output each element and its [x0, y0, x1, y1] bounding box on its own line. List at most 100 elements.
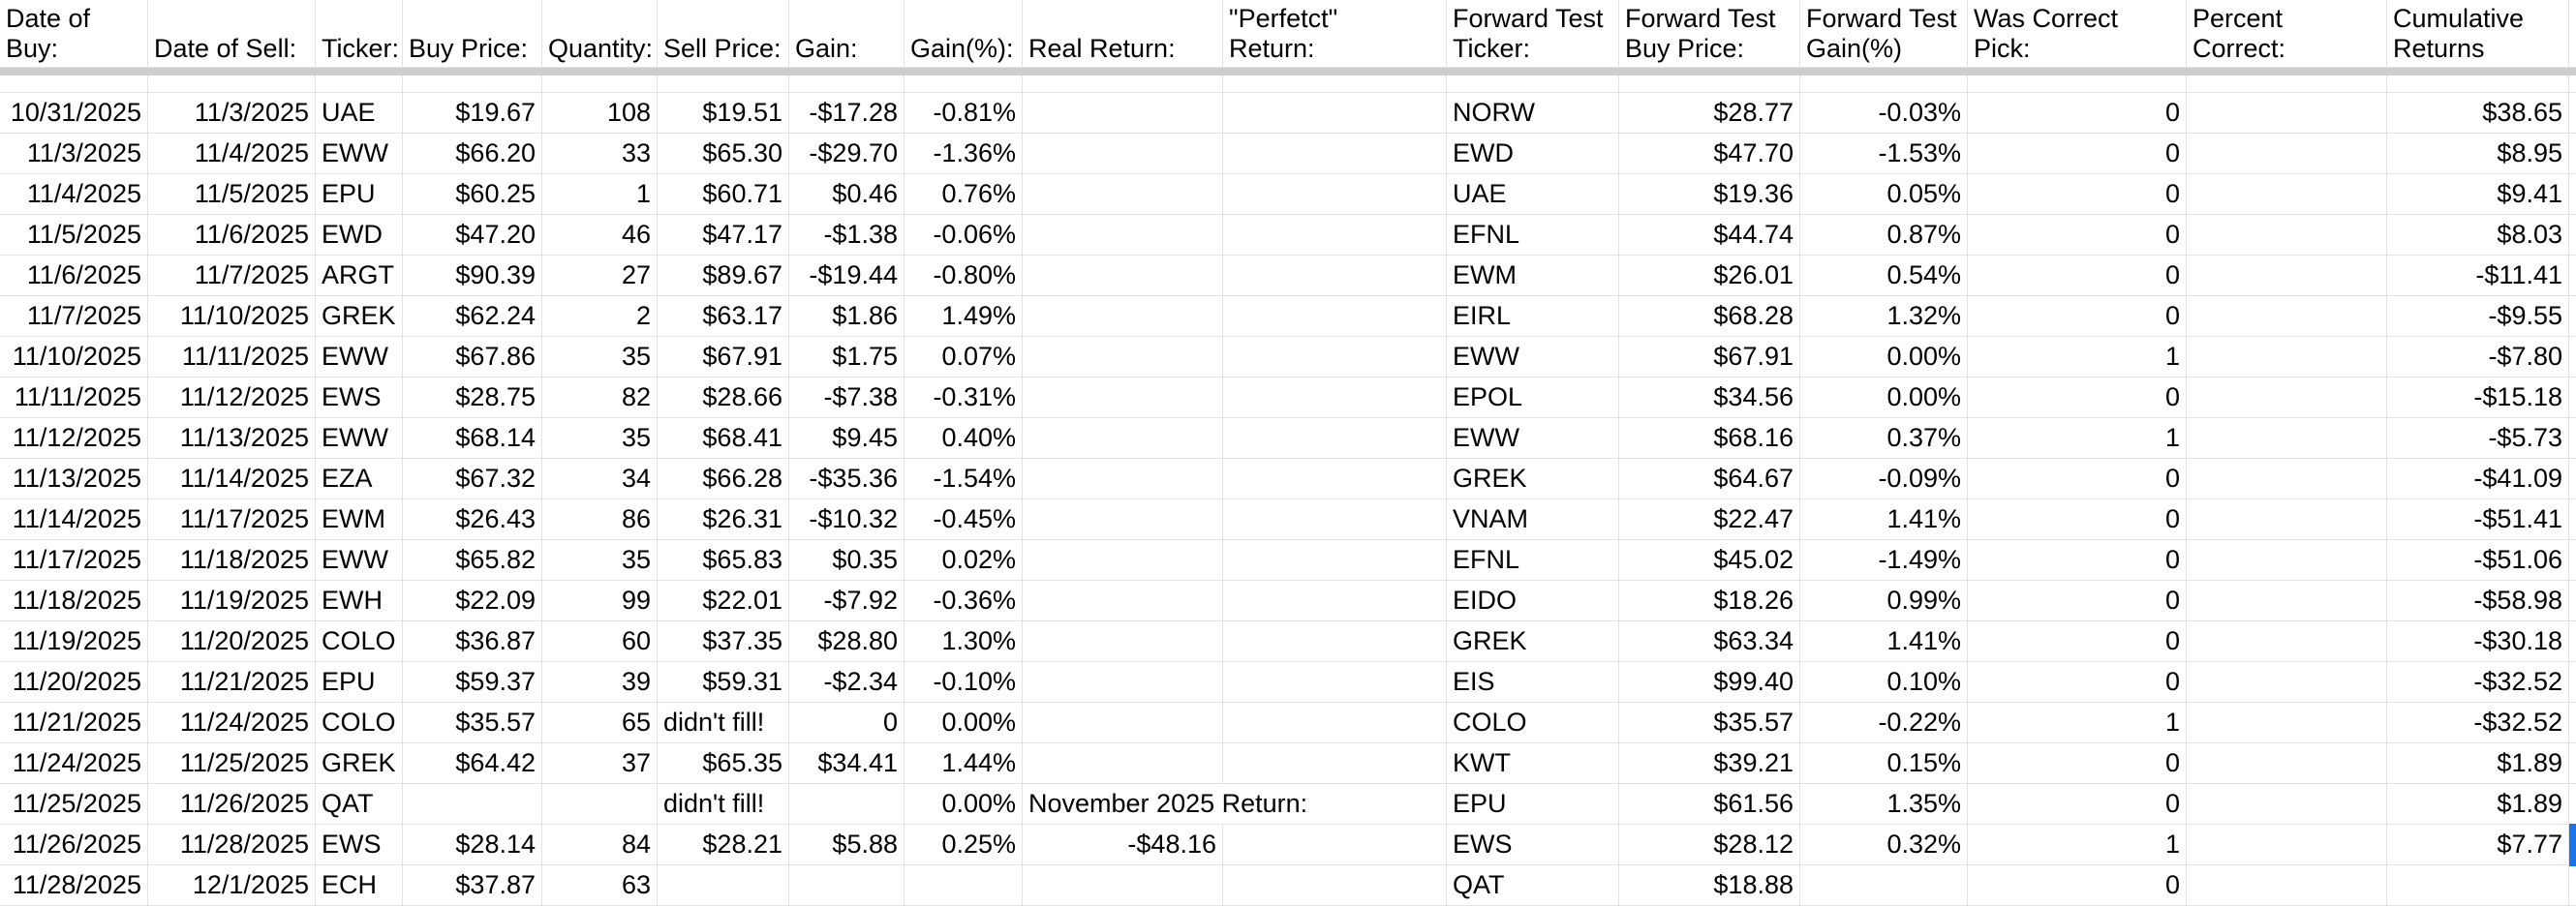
- cell-quantity[interactable]: 27: [542, 256, 658, 296]
- cell-gain[interactable]: -$29.70: [789, 134, 905, 174]
- cell-fwd_buy_price[interactable]: $35.57: [1619, 703, 1800, 743]
- cell-sell_price[interactable]: didn't fill!: [658, 703, 789, 743]
- cell-fwd_buy_price[interactable]: $45.02: [1619, 540, 1800, 581]
- cell-quantity[interactable]: 86: [542, 499, 658, 540]
- cell-gain[interactable]: -$2.34: [789, 662, 905, 703]
- cell-gain_pct[interactable]: 0.00%: [905, 703, 1023, 743]
- cell-was_correct[interactable]: 0: [1968, 134, 2187, 174]
- cell-date_of_buy[interactable]: 11/7/2025: [0, 296, 148, 337]
- cell-fwd_gain_pct[interactable]: -0.09%: [1800, 459, 1968, 499]
- cell-fwd_buy_price[interactable]: $28.12: [1619, 825, 1800, 865]
- cell-real_return[interactable]: [1023, 621, 1223, 662]
- cell-quantity[interactable]: 65: [542, 703, 658, 743]
- cell-quantity[interactable]: 35: [542, 337, 658, 378]
- cell-offscreen[interactable]: [2569, 174, 2576, 215]
- cell-offscreen[interactable]: [2569, 540, 2576, 581]
- cell-real_return[interactable]: [1023, 296, 1223, 337]
- cell-pct_correct[interactable]: [2187, 581, 2387, 621]
- cell-sell_price[interactable]: $65.83: [658, 540, 789, 581]
- cell-fwd_gain_pct[interactable]: 1.32%: [1800, 296, 1968, 337]
- cell-fwd_buy_price[interactable]: $64.67: [1619, 459, 1800, 499]
- column-header-was_correct[interactable]: Was Correct Pick:: [1968, 0, 2187, 68]
- cell-real_return[interactable]: [1023, 174, 1223, 215]
- cell-date_of_sell[interactable]: 11/28/2025: [148, 825, 316, 865]
- empty-cell-fwd_gain_pct[interactable]: [1800, 76, 1968, 93]
- cell-fwd_buy_price[interactable]: $99.40: [1619, 662, 1800, 703]
- cell-offscreen[interactable]: [2569, 743, 2576, 784]
- cell-pct_correct[interactable]: [2187, 337, 2387, 378]
- cell-fwd_perfect_return[interactable]: [1223, 621, 1447, 662]
- cell-fwd_ticker[interactable]: EFNL: [1447, 540, 1619, 581]
- cell-cum_returns[interactable]: -$58.98: [2387, 581, 2569, 621]
- cell-fwd_gain_pct[interactable]: -0.03%: [1800, 93, 1968, 134]
- cell-fwd_ticker[interactable]: EWW: [1447, 418, 1619, 459]
- cell-date_of_sell[interactable]: 11/20/2025: [148, 621, 316, 662]
- cell-date_of_sell[interactable]: 11/13/2025: [148, 418, 316, 459]
- cell-offscreen[interactable]: [2569, 865, 2576, 906]
- cell-date_of_buy[interactable]: 11/21/2025: [0, 703, 148, 743]
- cell-pct_correct[interactable]: [2187, 459, 2387, 499]
- cell-fwd_ticker[interactable]: EPOL: [1447, 378, 1619, 418]
- cell-fwd_ticker[interactable]: EWD: [1447, 134, 1619, 174]
- cell-buy_price[interactable]: $60.25: [403, 174, 542, 215]
- cell-fwd_buy_price[interactable]: $61.56: [1619, 784, 1800, 825]
- cell-fwd_gain_pct[interactable]: 0.05%: [1800, 174, 1968, 215]
- cell-date_of_sell[interactable]: 11/21/2025: [148, 662, 316, 703]
- cell-gain_pct[interactable]: 0.07%: [905, 337, 1023, 378]
- cell-gain_pct[interactable]: -0.31%: [905, 378, 1023, 418]
- cell-real_return[interactable]: [1023, 418, 1223, 459]
- cell-gain_pct[interactable]: -0.80%: [905, 256, 1023, 296]
- cell-fwd_gain_pct[interactable]: 0.10%: [1800, 662, 1968, 703]
- cell-ticker[interactable]: EWW: [316, 540, 403, 581]
- empty-cell-buy_price[interactable]: [403, 76, 542, 93]
- cell-ticker[interactable]: EWS: [316, 378, 403, 418]
- cell-ticker[interactable]: COLO: [316, 621, 403, 662]
- cell-fwd_buy_price[interactable]: $18.88: [1619, 865, 1800, 906]
- cell-fwd_perfect_return[interactable]: [1223, 662, 1447, 703]
- cell-fwd_buy_price[interactable]: $34.56: [1619, 378, 1800, 418]
- cell-fwd_buy_price[interactable]: $19.36: [1619, 174, 1800, 215]
- cell-date_of_sell[interactable]: 11/11/2025: [148, 337, 316, 378]
- cell-quantity[interactable]: [542, 784, 658, 825]
- empty-cell-date_of_sell[interactable]: [148, 76, 316, 93]
- cell-quantity[interactable]: 46: [542, 215, 658, 256]
- cell-date_of_buy[interactable]: 11/25/2025: [0, 784, 148, 825]
- cell-sell_price[interactable]: $26.31: [658, 499, 789, 540]
- cell-ticker[interactable]: ECH: [316, 865, 403, 906]
- cell-was_correct[interactable]: 0: [1968, 174, 2187, 215]
- cell-offscreen[interactable]: [2569, 621, 2576, 662]
- empty-cell-was_correct[interactable]: [1968, 76, 2187, 93]
- cell-cum_returns[interactable]: $1.89: [2387, 743, 2569, 784]
- empty-cell-gain_pct[interactable]: [905, 76, 1023, 93]
- cell-ticker[interactable]: UAE: [316, 93, 403, 134]
- cell-date_of_buy[interactable]: 11/19/2025: [0, 621, 148, 662]
- cell-pct_correct[interactable]: [2187, 743, 2387, 784]
- empty-cell-cum_returns[interactable]: [2387, 76, 2569, 93]
- cell-real_return[interactable]: [1023, 256, 1223, 296]
- cell-sell_price[interactable]: $22.01: [658, 581, 789, 621]
- cell-sell_price[interactable]: $66.28: [658, 459, 789, 499]
- cell-gain[interactable]: -$7.92: [789, 581, 905, 621]
- cell-date_of_sell[interactable]: 11/10/2025: [148, 296, 316, 337]
- cell-date_of_buy[interactable]: 11/11/2025: [0, 378, 148, 418]
- empty-cell-offscreen[interactable]: [2569, 76, 2576, 93]
- cell-gain[interactable]: [789, 784, 905, 825]
- cell-fwd_perfect_return[interactable]: [1223, 256, 1447, 296]
- empty-cell-sell_price[interactable]: [658, 76, 789, 93]
- cell-buy_price[interactable]: $19.67: [403, 93, 542, 134]
- cell-pct_correct[interactable]: [2187, 93, 2387, 134]
- cell-gain_pct[interactable]: 0.40%: [905, 418, 1023, 459]
- cell-fwd_perfect_return[interactable]: [1223, 581, 1447, 621]
- cell-pct_correct[interactable]: [2187, 703, 2387, 743]
- column-header-offscreen[interactable]: [2569, 0, 2576, 68]
- cell-was_correct[interactable]: 0: [1968, 93, 2187, 134]
- cell-pct_correct[interactable]: [2187, 418, 2387, 459]
- cell-ticker[interactable]: COLO: [316, 703, 403, 743]
- cell-fwd_gain_pct[interactable]: 0.37%: [1800, 418, 1968, 459]
- cell-gain_pct[interactable]: -1.36%: [905, 134, 1023, 174]
- cell-gain[interactable]: 0: [789, 703, 905, 743]
- cell-real_return[interactable]: -$48.16: [1023, 825, 1223, 865]
- cell-sell_price[interactable]: $28.66: [658, 378, 789, 418]
- cell-cum_returns[interactable]: -$30.18: [2387, 621, 2569, 662]
- cell-date_of_sell[interactable]: 11/6/2025: [148, 215, 316, 256]
